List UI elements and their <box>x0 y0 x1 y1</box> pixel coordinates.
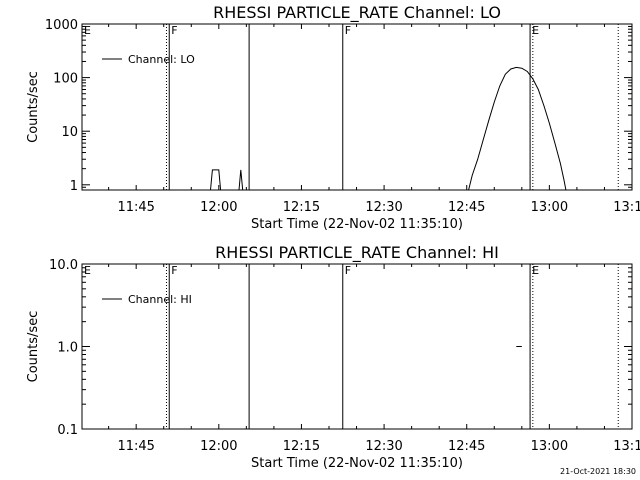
event-marker-label: E <box>84 264 91 277</box>
x-tick-label: 13:15 <box>613 200 640 215</box>
x-axis-label: Start Time (22-Nov-02 11:35:10) <box>251 456 463 471</box>
x-tick-label: 12:00 <box>200 439 237 454</box>
x-tick-label: 12:15 <box>283 439 320 454</box>
x-tick-label: 11:45 <box>117 439 154 454</box>
plot-frame <box>81 263 633 430</box>
chart-title: RHESSI PARTICLE_RATE Channel: LO <box>213 3 501 23</box>
footer-timestamp: 21-Oct-2021 18:30 <box>560 467 636 476</box>
y-tick-label: 1 <box>70 179 78 194</box>
x-tick-label: 12:30 <box>365 439 402 454</box>
event-marker-label: F <box>171 24 177 37</box>
y-axis-label: Counts/sec <box>26 71 41 143</box>
event-marker-label: F <box>171 264 177 277</box>
plot-frame <box>81 23 633 191</box>
x-tick-label: 12:00 <box>200 200 237 215</box>
legend-label: Channel: LO <box>128 53 195 66</box>
event-marker-label: E <box>532 24 539 37</box>
y-tick-label: 1000 <box>45 18 78 33</box>
x-tick-label: 12:45 <box>448 439 485 454</box>
x-tick-label: 12:30 <box>365 200 402 215</box>
x-tick-label: 12:45 <box>448 200 485 215</box>
x-tick-label: 13:00 <box>531 200 568 215</box>
y-tick-label: 10 <box>61 125 78 140</box>
x-tick-label: 11:45 <box>117 200 154 215</box>
series-line <box>210 66 567 191</box>
y-tick-label: 1.0 <box>57 341 78 356</box>
y-tick-label: 0.1 <box>57 423 78 438</box>
event-marker-label: F <box>345 264 351 277</box>
chart-title: RHESSI PARTICLE_RATE Channel: HI <box>215 243 499 263</box>
event-marker-label: E <box>532 264 539 277</box>
x-tick-label: 12:15 <box>283 200 320 215</box>
x-axis-label: Start Time (22-Nov-02 11:35:10) <box>251 217 463 232</box>
x-tick-label: 13:00 <box>531 439 568 454</box>
event-marker-label: E <box>84 24 91 37</box>
legend-label: Channel: HI <box>128 293 192 306</box>
y-tick-label: 10.0 <box>49 258 78 273</box>
y-axis-label: Counts/sec <box>26 311 41 383</box>
y-tick-label: 100 <box>53 72 78 87</box>
x-tick-label: 13:15 <box>613 439 640 454</box>
event-marker-label: F <box>345 24 351 37</box>
